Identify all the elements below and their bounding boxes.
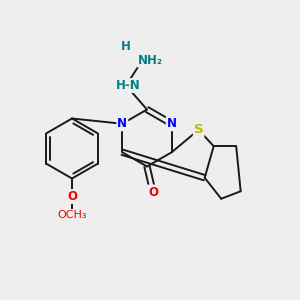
Text: S: S	[194, 123, 203, 136]
Text: O: O	[67, 190, 77, 203]
Text: H: H	[121, 40, 131, 53]
Text: NH₂: NH₂	[137, 53, 163, 67]
Text: N: N	[167, 117, 177, 130]
Text: OCH₃: OCH₃	[57, 209, 87, 220]
Text: H-N: H-N	[116, 79, 141, 92]
Text: O: O	[148, 185, 158, 199]
Text: N: N	[117, 117, 127, 130]
